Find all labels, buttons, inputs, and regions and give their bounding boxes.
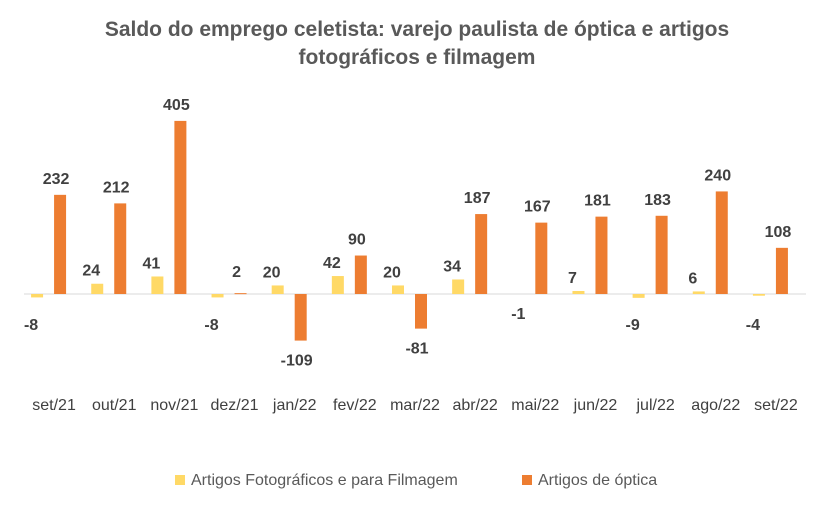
x-tick-label: jul/22 (635, 397, 674, 414)
x-tick-label: mar/22 (390, 397, 440, 414)
data-label-artigos-optica: 240 (704, 167, 731, 184)
data-label-artigos-fotograficos: 42 (323, 255, 341, 272)
bar-artigos-optica (234, 293, 247, 295)
bar-artigos-optica (354, 255, 367, 294)
data-label-artigos-optica: 232 (43, 171, 70, 188)
data-label-artigos-fotograficos: -8 (204, 317, 218, 334)
data-label-artigos-optica: -81 (405, 341, 428, 358)
data-label-artigos-optica: 212 (103, 179, 130, 196)
bar-artigos-optica (114, 203, 127, 294)
legend-label-artigos-fotograficos: Artigos Fotográficos e para Filmagem (191, 472, 458, 489)
bar-artigos-optica (775, 247, 788, 294)
bar-artigos-optica (475, 214, 488, 294)
x-tick-label: dez/21 (211, 397, 259, 414)
data-label-artigos-optica: 167 (524, 199, 551, 216)
bar-artigos-optica (715, 191, 728, 294)
data-label-artigos-optica: 405 (163, 97, 190, 114)
legend-swatch-artigos-fotograficos (175, 475, 185, 485)
bar-artigos-fotograficos (572, 291, 585, 294)
data-label-artigos-fotograficos: 34 (443, 258, 461, 275)
x-tick-label: set/22 (754, 397, 798, 414)
x-tick-label: jan/22 (272, 397, 317, 414)
bar-artigos-fotograficos (632, 294, 645, 298)
bar-artigos-optica (595, 216, 608, 294)
data-label-artigos-fotograficos: 24 (82, 263, 100, 280)
chart-title: Saldo do emprego celetista: varejo pauli… (0, 16, 834, 72)
data-label-artigos-optica: 108 (765, 224, 792, 241)
bar-artigos-optica (655, 215, 668, 294)
x-tick-label: fev/22 (333, 397, 377, 414)
data-label-artigos-fotograficos: 6 (688, 270, 697, 287)
data-label-artigos-fotograficos: -8 (24, 317, 38, 334)
bar-artigos-optica (415, 294, 427, 329)
bar-artigos-fotograficos (392, 285, 404, 294)
x-tick-label: ago/22 (691, 397, 740, 414)
bar-artigos-optica (174, 120, 187, 294)
chart-title-line-1: Saldo do emprego celetista: varejo pauli… (104, 18, 730, 41)
chart-title-line-2: fotográficos e filmagem (298, 46, 536, 69)
bar-artigos-fotograficos (31, 294, 44, 298)
data-label-artigos-fotograficos: -9 (625, 317, 639, 334)
x-tick-label: mai/22 (511, 397, 559, 414)
x-tick-label: nov/21 (150, 397, 198, 414)
bar-artigos-fotograficos (151, 276, 164, 294)
bar-artigos-optica (294, 294, 307, 341)
data-label-artigos-optica: 183 (644, 192, 671, 209)
bar-artigos-fotograficos (692, 291, 705, 294)
bar-artigos-fotograficos (331, 276, 344, 294)
data-label-artigos-optica: 2 (232, 264, 241, 281)
bar-artigos-fotograficos (91, 283, 104, 294)
x-tick-label: jun/22 (573, 397, 618, 414)
x-tick-label: out/21 (92, 397, 137, 414)
data-label-artigos-fotograficos: -4 (746, 317, 760, 334)
data-label-extra: -1 (511, 306, 525, 323)
data-label-artigos-optica: -109 (281, 353, 313, 370)
bar-artigos-fotograficos (752, 294, 765, 296)
data-label-artigos-fotograficos: 41 (142, 255, 160, 272)
bar-artigos-fotograficos (211, 294, 224, 298)
bar-artigos-optica (54, 194, 67, 294)
data-label-artigos-optica: 181 (584, 193, 611, 210)
bar-artigos-fotograficos (452, 279, 465, 294)
data-label-artigos-optica: 90 (348, 232, 366, 249)
legend-label-artigos-optica: Artigos de óptica (538, 472, 657, 489)
data-label-artigos-optica: 187 (464, 190, 491, 207)
data-label-artigos-fotograficos: 20 (263, 264, 281, 281)
data-label-artigos-fotograficos: 20 (383, 264, 401, 281)
legend-swatch-artigos-optica (522, 475, 532, 485)
x-tick-label: abr/22 (452, 397, 497, 414)
data-label-artigos-fotograficos: 7 (568, 270, 577, 287)
bar-artigos-optica (535, 222, 548, 294)
bar-artigos-fotograficos (271, 285, 284, 294)
x-tick-label: set/21 (32, 397, 76, 414)
